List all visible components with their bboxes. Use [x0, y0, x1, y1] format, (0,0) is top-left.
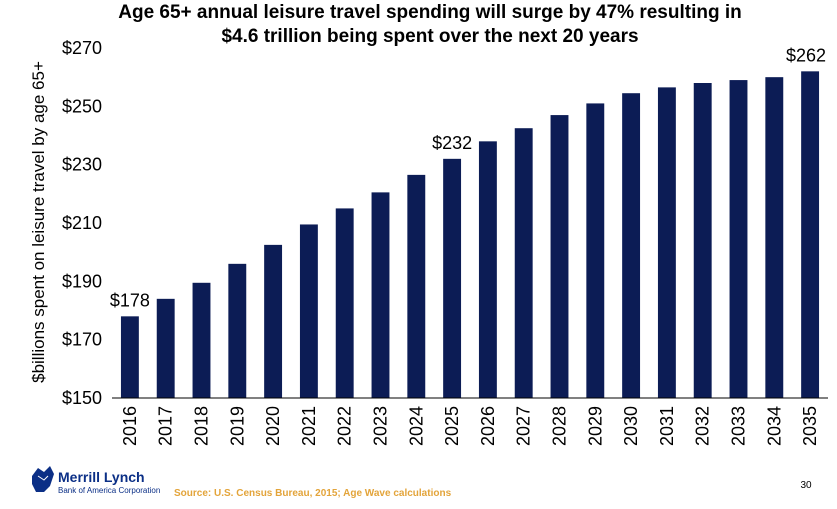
x-tick-label: 2025 — [442, 406, 462, 446]
bar-2034 — [765, 77, 784, 399]
bar-2030 — [622, 93, 641, 398]
bar-2020 — [264, 244, 283, 398]
bar-2028 — [550, 115, 569, 398]
x-tick-label: 2028 — [550, 406, 570, 446]
bar-2032 — [693, 83, 712, 398]
y-tick-label: $190 — [62, 271, 102, 291]
x-tick-label: 2016 — [120, 406, 140, 446]
x-tick-label: 2021 — [299, 406, 319, 446]
x-tick-label: 2034 — [764, 406, 784, 446]
bar-2033 — [729, 80, 748, 398]
bar-2027 — [514, 128, 533, 399]
source-note: Source: U.S. Census Bureau, 2015; Age Wa… — [174, 488, 452, 499]
bull-icon — [32, 466, 54, 492]
y-tick-label: $230 — [62, 155, 102, 175]
data-label-2025: $232 — [432, 133, 472, 153]
y-tick-label: $270 — [62, 38, 102, 58]
x-tick-label: 2018 — [192, 406, 212, 446]
bar-2031 — [657, 87, 676, 398]
y-axis-ticks: $150 $170 $190 $210 $230 $250 $270 — [62, 38, 102, 408]
bar-2022 — [335, 208, 354, 398]
bar-2024 — [407, 174, 426, 398]
x-tick-label: 2035 — [800, 406, 820, 446]
bar-2029 — [586, 103, 605, 399]
page-number: 30 — [800, 480, 812, 491]
x-tick-label: 2033 — [729, 406, 749, 446]
bar-2023 — [371, 192, 390, 398]
x-tick-label: 2023 — [371, 406, 391, 446]
x-axis-ticks: 2016 2017 2018 2019 2020 2021 2022 2023 2024 2025… — [120, 406, 820, 446]
y-tick-label: $170 — [62, 330, 102, 350]
bar-2017 — [156, 298, 175, 398]
x-tick-label: 2020 — [263, 406, 283, 446]
data-label-2016: $178 — [110, 290, 150, 310]
data-labels: $178 $232 $262 — [110, 45, 826, 310]
chart-title-line-2: $4.6 trillion being spent over the next … — [221, 26, 638, 47]
bar-2018 — [192, 282, 211, 398]
x-tick-label: 2032 — [693, 406, 713, 446]
bar-2016 — [120, 316, 139, 398]
logo-name: Merrill Lynch — [58, 469, 145, 485]
y-tick-label: $210 — [62, 213, 102, 233]
chart-title-line-1: Age 65+ annual leisure travel spending w… — [118, 2, 742, 23]
x-tick-label: 2024 — [406, 406, 426, 446]
x-tick-label: 2022 — [335, 406, 355, 446]
bar-2021 — [299, 224, 318, 398]
data-label-2035: $262 — [786, 45, 826, 65]
bar-2035 — [801, 71, 820, 398]
x-tick-label: 2026 — [478, 406, 498, 446]
bar-2025 — [443, 158, 462, 398]
x-tick-label: 2031 — [657, 406, 677, 446]
bars — [120, 71, 820, 399]
bar-2026 — [478, 141, 497, 399]
y-axis-label: $billions spent on leisure travel by age… — [29, 61, 48, 383]
y-tick-label: $250 — [62, 96, 102, 116]
x-tick-label: 2019 — [227, 406, 247, 446]
y-tick-label: $150 — [62, 388, 102, 408]
x-tick-label: 2030 — [621, 406, 641, 446]
x-tick-label: 2029 — [585, 406, 605, 446]
logo-subtitle: Bank of America Corporation — [58, 486, 160, 495]
x-tick-label: 2027 — [514, 406, 534, 446]
bar-2019 — [228, 263, 247, 398]
merrill-lynch-logo: Merrill Lynch Bank of America Corporatio… — [32, 466, 160, 495]
x-tick-label: 2017 — [156, 406, 176, 446]
